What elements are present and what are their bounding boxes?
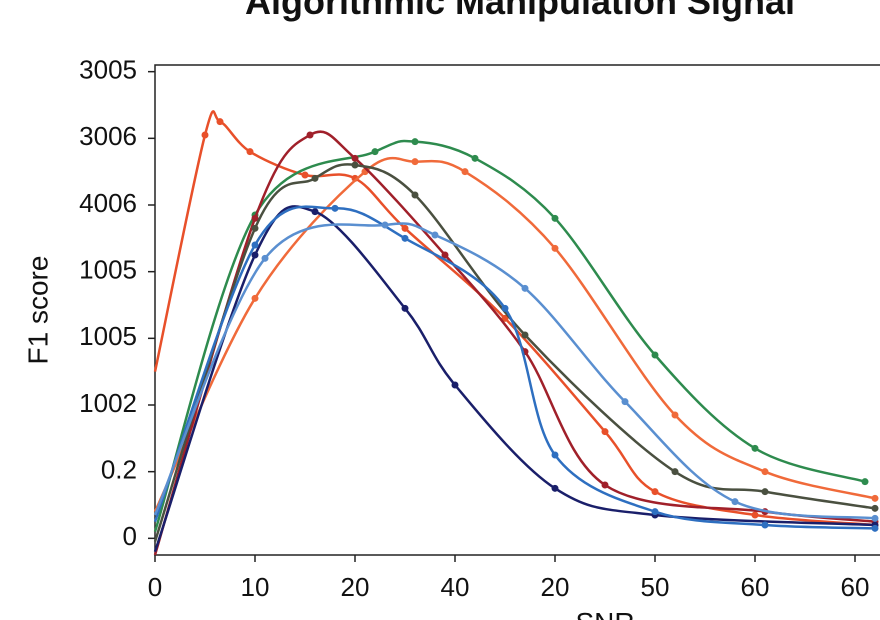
series-marker — [311, 208, 319, 216]
series-marker — [431, 231, 439, 239]
y-tick-label: 1005 — [79, 321, 137, 351]
series-marker — [471, 154, 479, 162]
series-marker — [201, 131, 209, 139]
series-marker — [351, 161, 359, 169]
series-marker — [761, 521, 769, 529]
series-marker — [251, 224, 259, 232]
x-tick-label: 20 — [541, 572, 570, 602]
series-marker — [411, 158, 419, 166]
y-tick-label: 3006 — [79, 121, 137, 151]
series-marker — [451, 381, 459, 389]
series-marker — [871, 514, 879, 522]
series-marker — [441, 251, 449, 259]
series-marker — [301, 171, 309, 179]
series-marker — [306, 131, 314, 139]
series-marker — [751, 444, 759, 452]
x-tick-label: 40 — [441, 572, 470, 602]
x-tick-label: 20 — [341, 572, 370, 602]
series-marker — [551, 451, 559, 459]
y-tick-label: 0.2 — [101, 455, 137, 485]
x-tick-label: 50 — [641, 572, 670, 602]
x-axis-label: SNR — [575, 607, 634, 620]
series-marker — [871, 504, 879, 512]
series-marker — [401, 224, 409, 232]
y-axis-label: F1 score — [22, 256, 53, 365]
series-line — [153, 205, 876, 530]
y-tick-label: 4006 — [79, 188, 137, 218]
series-marker — [861, 478, 869, 486]
x-tick-label: 60 — [841, 572, 870, 602]
series-marker — [251, 241, 259, 249]
series-marker — [871, 494, 879, 502]
y-tick-label: 1005 — [79, 255, 137, 285]
y-tick-label: 1002 — [79, 388, 137, 418]
x-tick-label: 60 — [741, 572, 770, 602]
series-marker — [871, 524, 879, 532]
series-marker — [761, 468, 769, 476]
series-marker — [411, 191, 419, 199]
series-marker — [261, 254, 269, 262]
series-marker — [521, 331, 529, 339]
series-marker — [651, 351, 659, 359]
series-line — [153, 110, 876, 527]
series-marker — [401, 304, 409, 312]
series-marker — [411, 138, 419, 146]
series-marker — [501, 304, 509, 312]
y-tick-label: 0 — [123, 521, 137, 551]
series-marker — [251, 251, 259, 259]
x-tick-label: 0 — [148, 572, 162, 602]
series-marker — [761, 488, 769, 496]
series-marker — [671, 411, 679, 419]
series-marker — [621, 398, 629, 406]
y-tick-label: 3005 — [79, 55, 137, 85]
series-marker — [671, 468, 679, 476]
series-marker — [731, 498, 739, 506]
series-marker — [551, 214, 559, 222]
series-marker — [551, 244, 559, 252]
series-marker — [751, 511, 759, 519]
series-marker — [551, 484, 559, 492]
series-marker — [251, 294, 259, 302]
series-marker — [601, 428, 609, 436]
series-marker — [521, 284, 529, 292]
series-line — [153, 163, 876, 543]
series-marker — [601, 481, 609, 489]
plot-frame — [154, 64, 880, 556]
series-marker — [351, 154, 359, 162]
series-marker — [371, 148, 379, 156]
series-marker — [401, 234, 409, 242]
series-marker — [651, 488, 659, 496]
series-marker — [216, 118, 224, 126]
series-marker — [501, 314, 509, 322]
series-marker — [381, 221, 389, 229]
series-marker — [331, 204, 339, 212]
chart-title: Algorithmic Manipulation Signal — [245, 0, 795, 22]
series-line — [153, 222, 876, 520]
series-marker — [251, 214, 259, 222]
series-marker — [651, 508, 659, 516]
x-tick-label: 10 — [241, 572, 270, 602]
series-marker — [311, 174, 319, 182]
series-marker — [246, 148, 254, 156]
series-marker — [461, 168, 469, 176]
